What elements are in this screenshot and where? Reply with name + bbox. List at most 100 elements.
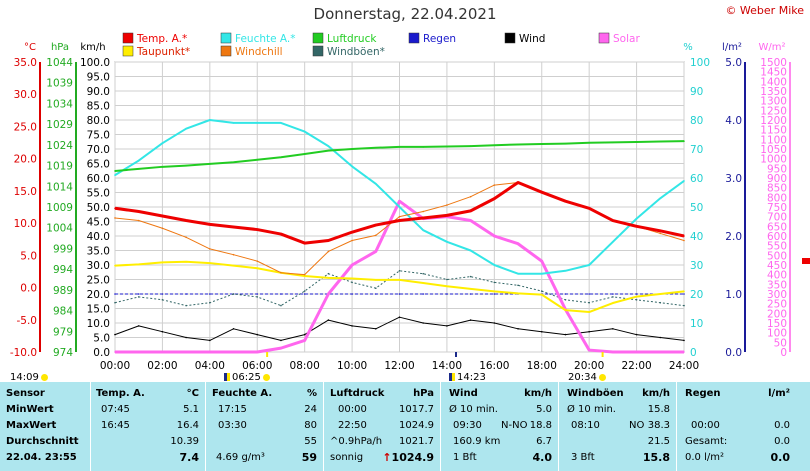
humidity-unit-label: % [683,42,693,53]
data-point [683,140,685,142]
data-point [446,241,448,243]
wind-tick-label: 15.0 [87,304,110,316]
pressure-tick-label: 989 [53,285,73,297]
data-point [564,293,567,295]
moonset-time: 14:09 [10,372,48,383]
x-tick-label: 16:00 [479,360,509,372]
humidity-tick-label: 90 [690,86,703,98]
data-point [469,288,472,290]
temp-tick-label: 5.0 [20,250,37,262]
wind-tick-label: 20.0 [87,289,110,301]
data-point [351,325,353,327]
data-point [161,293,164,295]
wind-tick-label: 5.0 [93,333,110,345]
x-tick-label: 12:00 [384,360,414,372]
data-point [185,304,187,307]
solar-tick-label: 350 [767,279,787,291]
temp-header: Temp. A. [96,388,145,399]
data-point [635,225,638,228]
stats-humidity-col: Feuchte A. % 17:15 24 03:30 80 55 4.69 g… [205,382,323,471]
legend-swatch [504,32,516,44]
legend-label: Wind [519,33,545,45]
data-point [232,293,235,295]
data-point [209,351,211,353]
data-point [374,328,377,330]
data-point [137,168,140,170]
data-point [137,351,140,353]
data-point [280,156,282,159]
stats-gust-col: Windböen km/h Ø 10 min. 15.8 08:10 NO 38… [558,382,676,471]
data-point [161,166,164,168]
gust-max-time: 08:10 [571,420,600,431]
solar-tick-label: 1150 [760,125,787,137]
row-label-avg: Durchschnitt [6,436,79,447]
humidity-tick-label: 40 [690,231,703,243]
data-point [209,293,211,295]
legend-label: Windböen* [327,46,385,58]
solar-tick-label: 100 [767,328,787,340]
pressure-tick-label: 974 [53,347,73,359]
humidity-tick-label: 0 [690,347,697,359]
data-point [422,282,425,284]
solar-tick-label: 850 [767,183,787,195]
x-tick-label: 24:00 [669,360,699,372]
data-point [635,217,638,220]
wind-tick-label: 90.0 [87,86,110,98]
solar-tick-label: 450 [767,260,787,272]
data-point [114,207,116,210]
gust-current: 15.8 [642,451,670,464]
wind-max-time: 09:30 [453,420,482,431]
data-point [256,351,259,353]
solar-tick-label: 1050 [760,144,787,156]
data-point [398,316,401,319]
pressure-tick-label: 1039 [46,78,73,90]
legend-swatch [312,45,324,57]
data-point [422,272,425,275]
solar-tick-label: 800 [767,192,787,204]
wind-unit-label: km/h [80,42,105,53]
data-point [209,119,211,121]
wind-tick-label: 85.0 [87,101,110,113]
data-point [351,264,353,266]
data-point [232,253,235,256]
humidity-absolute: 4.69 g/m³ [216,452,265,463]
data-point [635,293,638,295]
data-point [280,122,282,124]
stats-pressure-col: Luftdruck hPa 00:00 1017.7 22:50 1024.9 … [323,382,440,471]
data-point [137,263,140,266]
pressure-max-time: 22:50 [338,420,367,431]
data-point [232,161,235,164]
data-point [683,180,685,182]
data-point [280,271,282,274]
data-point [137,159,140,162]
wind-max-dir: N-NO [501,420,528,431]
data-point [303,242,306,244]
stats-labels-col: Sensor MinWert MaxWert Durchschnitt 22.0… [0,382,90,471]
data-point [351,231,353,233]
data-point [446,285,448,288]
data-point [422,322,425,324]
data-point [564,299,567,301]
data-point [564,142,567,145]
data-point [588,311,590,313]
data-point [540,191,543,193]
humidity-max: 80 [304,420,317,431]
temp-tick-label: 30.0 [14,89,37,101]
row-label-sensor: Sensor [6,388,45,399]
data-point [256,260,259,262]
data-point [540,293,543,296]
data-point [446,204,448,206]
wind-tick-label: 50.0 [87,202,110,214]
data-point [114,264,116,267]
x-tick-label: 04:00 [195,360,225,372]
data-point [517,143,519,146]
humidity-tick-label: 20 [690,289,703,301]
solar-tick-label: 750 [767,202,787,214]
x-tick-label: 06:00 [242,360,272,372]
data-point [588,141,590,144]
sunrise-time: 06:25 [224,372,270,383]
data-point [303,333,306,336]
data-point [161,215,164,217]
data-point [540,290,543,292]
data-point [303,339,306,342]
